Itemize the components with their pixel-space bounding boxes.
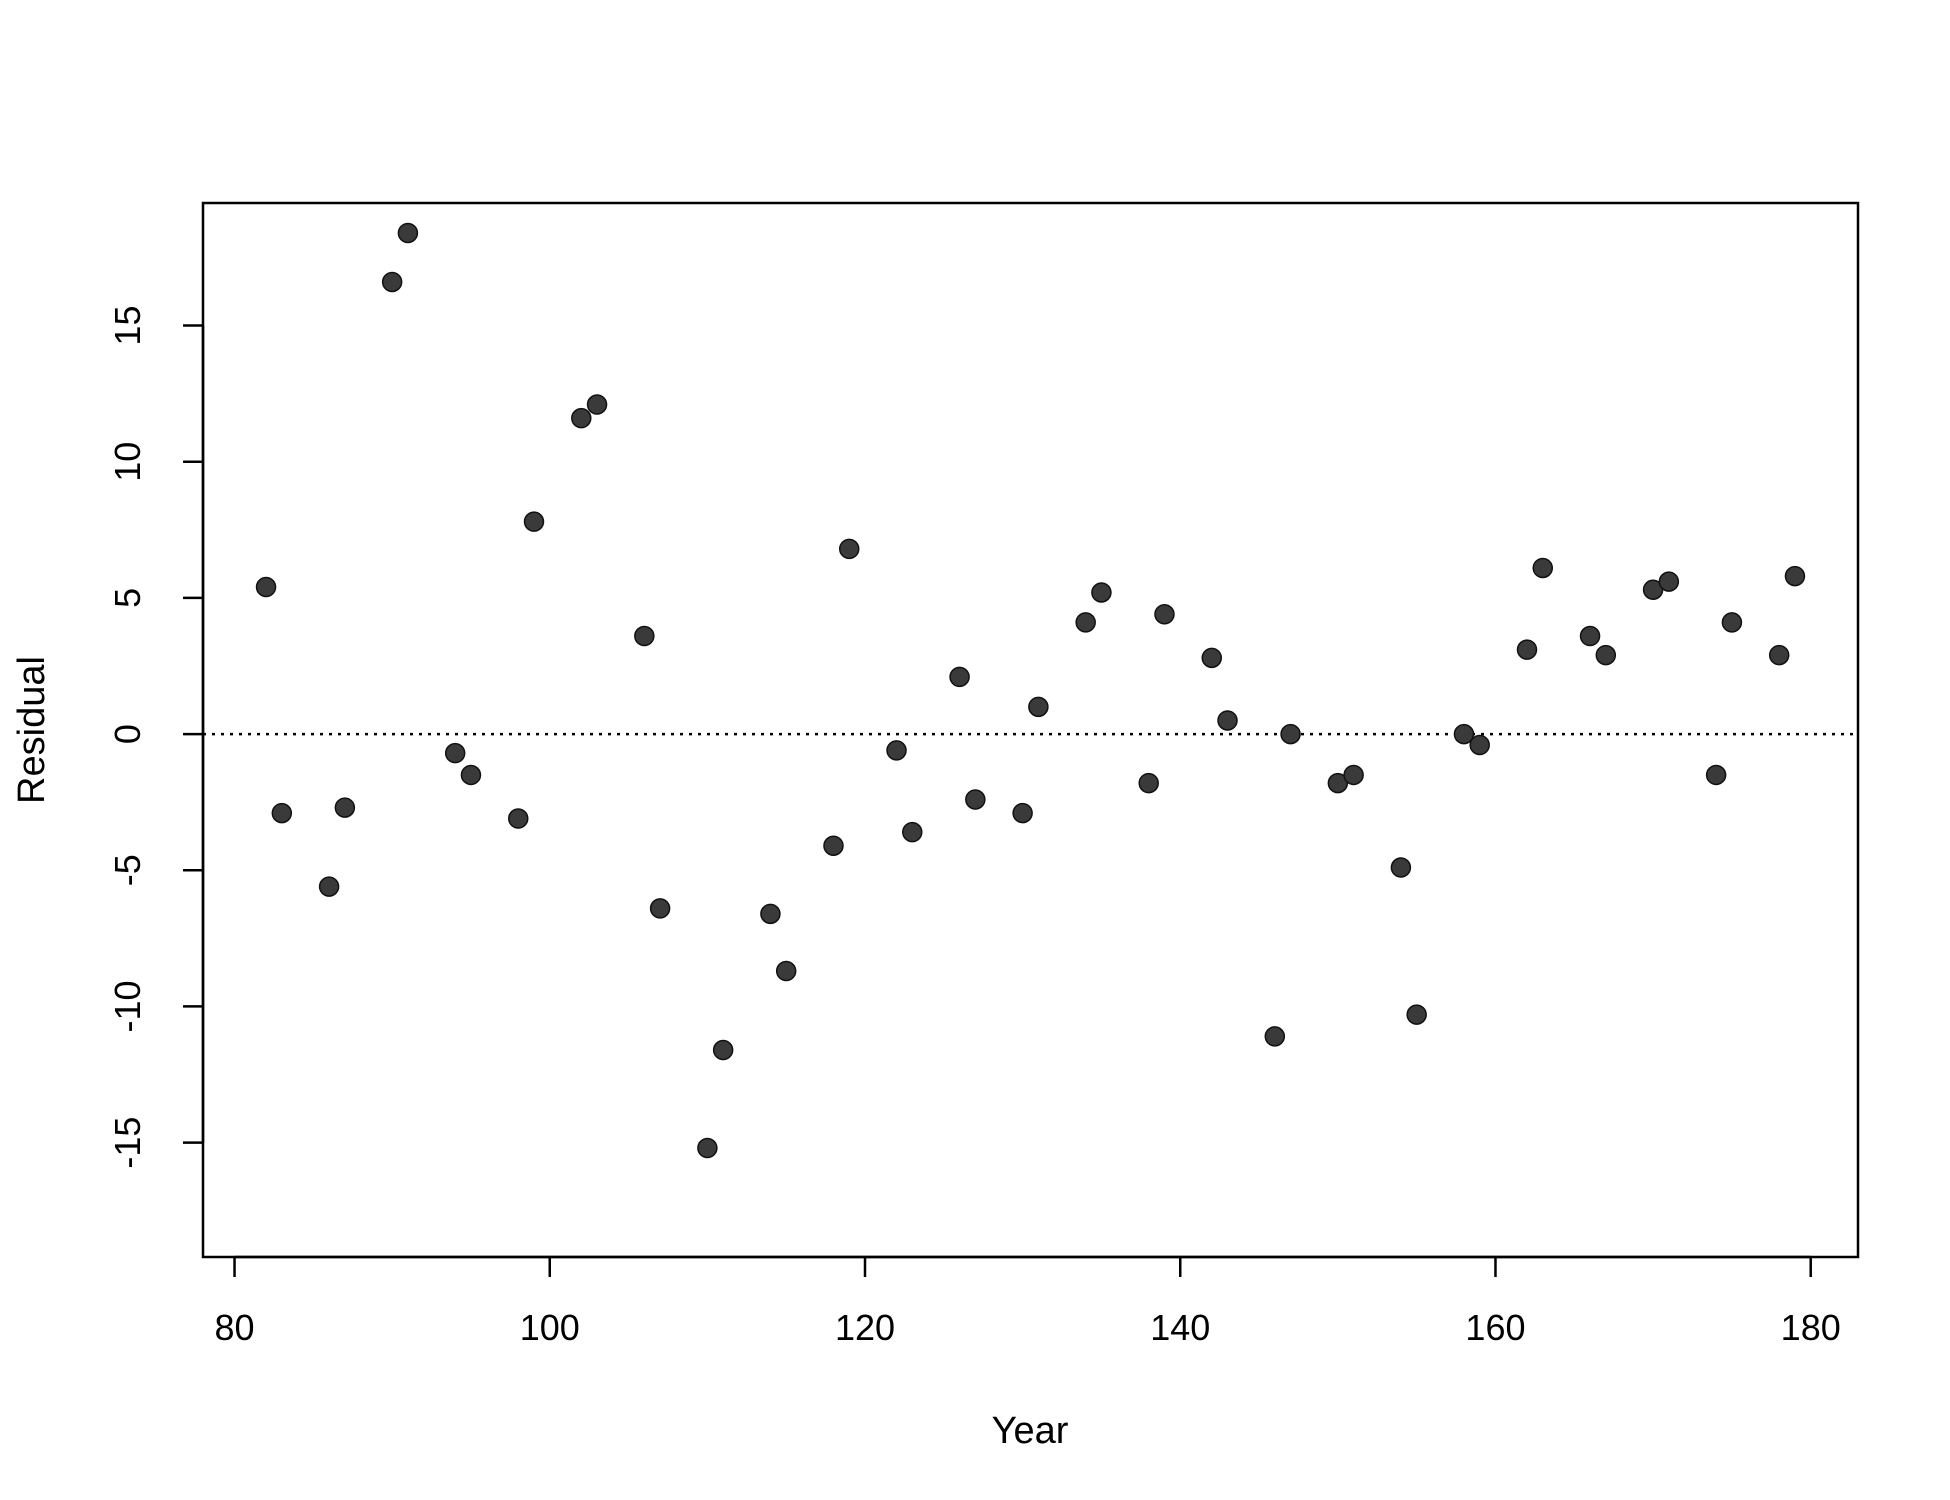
data-point	[1516, 639, 1538, 660]
data-point	[1768, 644, 1790, 666]
x-axis: 80 100 120 140 160 180	[215, 1255, 1841, 1348]
y-tick-label: 15	[107, 306, 148, 346]
data-point	[1721, 612, 1743, 633]
data-point	[1705, 764, 1727, 786]
data-point	[1469, 734, 1490, 756]
data-point	[760, 903, 781, 925]
data-point	[571, 407, 592, 429]
data-point	[712, 1039, 734, 1061]
data-point	[1327, 772, 1349, 794]
y-tick-label: 5	[107, 588, 148, 608]
x-tick-label: 160	[1465, 1307, 1525, 1348]
plot-frame	[201, 201, 1860, 1259]
data-point	[1138, 772, 1159, 794]
data-point	[460, 764, 482, 786]
data-point	[271, 802, 293, 824]
data-point	[1343, 764, 1364, 786]
y-tick-label: -5	[107, 854, 148, 886]
data-point	[1784, 565, 1806, 587]
data-point	[1579, 625, 1601, 647]
points-layer	[255, 222, 1806, 1159]
data-point	[775, 960, 797, 982]
data-point	[507, 808, 529, 829]
y-tick-label: -10	[107, 980, 148, 1032]
x-tick-label: 100	[520, 1307, 580, 1348]
data-point	[902, 821, 923, 843]
data-point	[1642, 579, 1664, 600]
data-point	[634, 625, 655, 647]
x-axis-title: Year	[992, 1410, 1069, 1452]
data-point	[949, 666, 970, 688]
y-axis: -15 -10 -5 0 5 10 15	[107, 306, 205, 1169]
data-point	[397, 222, 419, 244]
x-tick-label: 180	[1781, 1307, 1841, 1348]
data-point	[886, 740, 907, 761]
data-point	[1406, 1004, 1427, 1025]
data-point	[334, 797, 356, 818]
data-point	[1012, 802, 1033, 824]
data-point	[1075, 612, 1096, 633]
y-axis-title: Residual	[11, 656, 53, 804]
data-point	[444, 742, 466, 764]
data-point	[1390, 857, 1412, 878]
y-tick-label: 10	[107, 442, 148, 482]
data-point	[1280, 723, 1301, 745]
data-point	[1028, 696, 1049, 718]
data-point	[1217, 710, 1238, 731]
data-point	[965, 789, 986, 810]
x-tick-label: 140	[1150, 1307, 1210, 1348]
data-point	[649, 898, 671, 919]
data-point	[1658, 571, 1680, 592]
y-tick-label: 0	[107, 724, 148, 744]
data-point	[1595, 644, 1617, 666]
data-point	[381, 271, 403, 293]
data-point	[1154, 604, 1175, 625]
x-tick-label: 120	[835, 1307, 895, 1348]
data-point	[586, 394, 608, 415]
data-point	[838, 538, 860, 560]
data-point	[255, 576, 277, 598]
data-point	[318, 876, 340, 897]
data-point	[1091, 582, 1112, 603]
data-point	[823, 835, 844, 856]
data-point	[697, 1137, 718, 1159]
data-point	[523, 511, 545, 532]
x-tick-label: 80	[215, 1307, 255, 1348]
data-point	[1264, 1026, 1286, 1047]
data-point	[1453, 723, 1475, 745]
data-point	[1201, 647, 1223, 669]
y-tick-label: -15	[107, 1117, 148, 1169]
data-point	[1532, 557, 1554, 579]
